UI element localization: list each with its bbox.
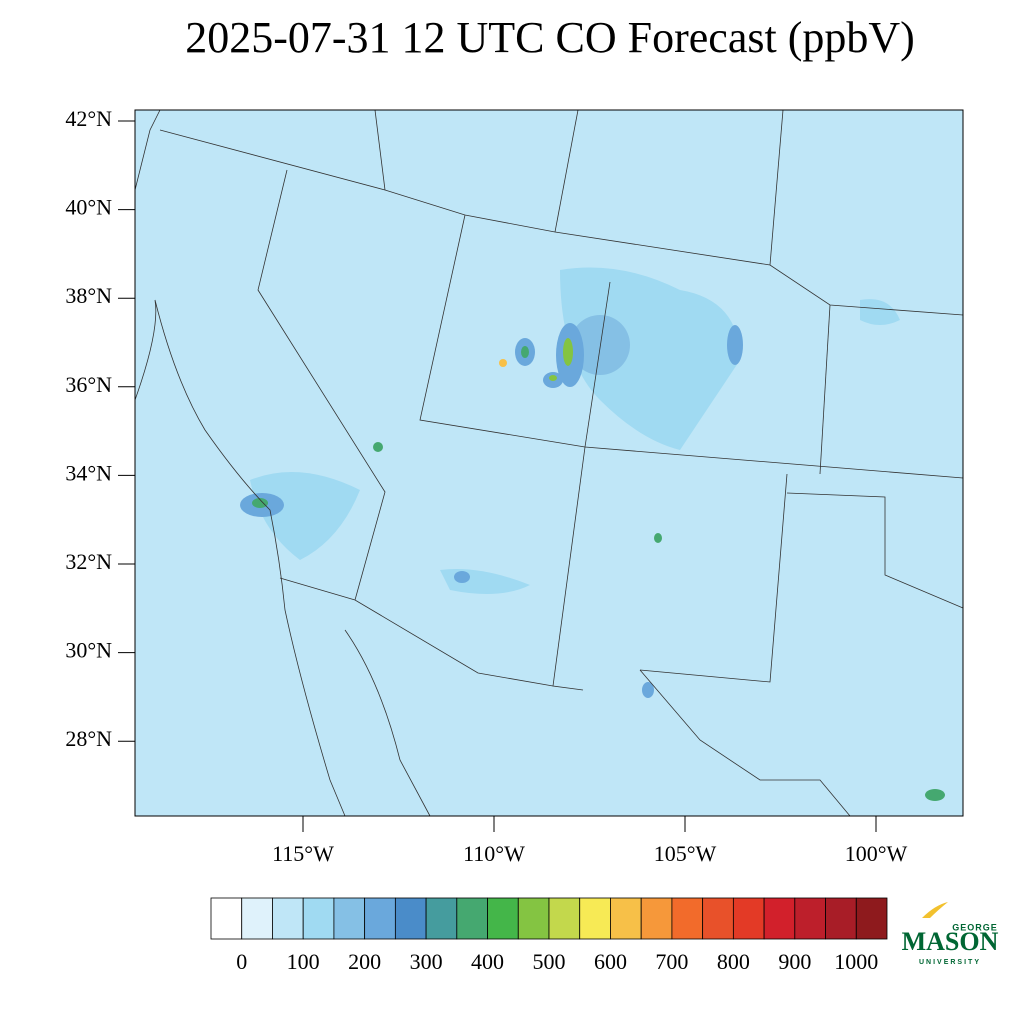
lat-label: 38°N	[65, 283, 112, 308]
colorbar-box	[425, 897, 458, 940]
colorbar-box	[272, 897, 304, 940]
colorbar-box	[825, 897, 857, 940]
borders	[134, 109, 964, 817]
lat-label: 30°N	[65, 638, 112, 663]
colorbar-box	[548, 897, 581, 940]
lat-label: 36°N	[65, 372, 112, 397]
logo: GEORGE MASON UNIVERSITY	[902, 902, 999, 966]
colorbar-label: 100	[287, 949, 320, 974]
lon-label: 100°W	[845, 841, 908, 866]
map-frame	[134, 109, 964, 817]
colorbar-box	[763, 897, 796, 940]
colorbar-box	[302, 897, 335, 940]
colorbar-label: 700	[655, 949, 688, 974]
colorbar-label: 0	[236, 949, 247, 974]
lon-label: 115°W	[272, 841, 334, 866]
colorbar-label: 500	[533, 949, 566, 974]
lat-label: 40°N	[65, 195, 112, 220]
colorbar-box	[610, 897, 642, 940]
colorbar-box	[394, 897, 427, 940]
colorbar-label: 300	[410, 949, 443, 974]
colorbar-box	[517, 897, 550, 940]
logo-main: MASON	[902, 927, 999, 956]
colorbar-label: 400	[471, 949, 504, 974]
colorbar-box	[241, 897, 273, 940]
title: 2025-07-31 12 UTC CO Forecast (ppbV)	[185, 13, 915, 62]
lon-label: 105°W	[654, 841, 717, 866]
colorbar-label: 200	[348, 949, 381, 974]
lat-label: 32°N	[65, 549, 112, 574]
colorbar-box	[702, 897, 734, 940]
lon-label: 110°W	[463, 841, 525, 866]
map-field	[135, 110, 963, 816]
colorbar-box	[364, 897, 396, 940]
colorbar-box	[333, 897, 366, 940]
lat-label: 34°N	[65, 460, 112, 485]
colorbar-box	[487, 897, 519, 940]
colorbar-label: 600	[594, 949, 627, 974]
lat-label: 28°N	[65, 726, 112, 751]
colorbar-box	[456, 897, 488, 940]
colorbar-box	[855, 897, 888, 940]
colorbar-box	[671, 897, 704, 940]
colorbar-box	[794, 897, 826, 940]
colorbar-label: 1000	[834, 949, 878, 974]
logo-bottom: UNIVERSITY	[919, 959, 981, 966]
logo-top: GEORGE	[952, 922, 998, 932]
co-hotspots	[240, 315, 945, 801]
colorbar-label: 900	[778, 949, 811, 974]
colorbar: 0 100 200 300 400 500 600 700 800 900 1000	[210, 897, 888, 974]
lat-label: 42°N	[65, 106, 112, 131]
colorbar-box	[640, 897, 673, 940]
colorbar-box	[579, 897, 611, 940]
colorbar-label: 800	[717, 949, 750, 974]
colorbar-box	[210, 897, 243, 940]
colorbar-box	[732, 897, 765, 940]
